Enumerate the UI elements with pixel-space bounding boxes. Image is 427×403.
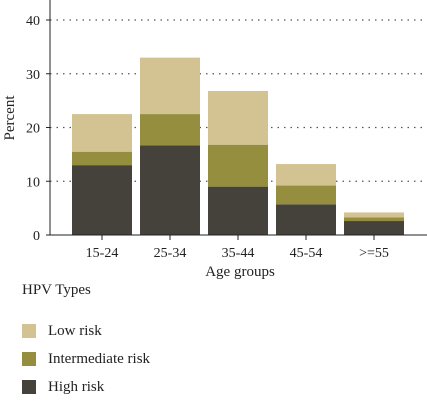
legend-items: Low risk Intermediate risk High risk — [22, 317, 150, 401]
bar-segment-low-risk — [276, 164, 336, 186]
bar-segment-intermediate-risk — [140, 114, 200, 146]
y-axis-title: Percent — [2, 95, 18, 141]
x-tick-label: >=55 — [359, 246, 389, 261]
x-tick-label: 25-34 — [154, 246, 187, 261]
legend-item-intermediate-risk: Intermediate risk — [22, 345, 150, 373]
x-axis-title: Age groups — [205, 264, 275, 280]
bar-segment-low-risk — [72, 114, 132, 152]
bar-segment-intermediate-risk — [208, 144, 268, 187]
bar-segment-intermediate-risk — [72, 151, 132, 166]
legend-swatch — [22, 324, 36, 338]
x-tick-label: 15-24 — [86, 246, 119, 261]
legend-item-low-risk: Low risk — [22, 317, 150, 345]
legend-swatch — [22, 380, 36, 394]
legend-title: HPV Types — [22, 282, 91, 298]
bar-segment-high-risk — [208, 186, 268, 235]
bar-segment-low-risk — [140, 57, 200, 115]
legend-label: Low risk — [48, 322, 102, 339]
bar-segment-intermediate-risk — [344, 217, 404, 222]
bar-segment-high-risk — [344, 221, 404, 235]
x-tick-label: 45-54 — [290, 246, 323, 261]
bar-segment-high-risk — [72, 165, 132, 235]
bar-segment-high-risk — [276, 204, 336, 235]
legend-label: Intermediate risk — [48, 350, 151, 367]
axes: 0 10 20 30 40 15-24 25-34 35-44 45-54 >=55 — [26, 0, 427, 261]
y-tick-label: 10 — [26, 175, 40, 190]
stacked-bar-chart: 0 10 20 30 40 15-24 25-34 35-44 45-54 >=55 Percen… — [2, 0, 427, 280]
y-tick-label: 40 — [26, 14, 40, 29]
y-tick-label: 0 — [33, 229, 40, 244]
bar-segment-high-risk — [140, 145, 200, 235]
x-tick-label: 35-44 — [222, 246, 255, 261]
legend-item-high-risk: High risk — [22, 373, 150, 401]
legend: HPV Types Low risk Intermediate risk High … — [22, 282, 150, 401]
bar-segment-low-risk — [208, 90, 268, 145]
bar-segment-low-risk — [344, 212, 404, 218]
y-tick-label: 30 — [26, 68, 40, 83]
y-tick-label: 20 — [26, 122, 40, 137]
bar-segment-intermediate-risk — [276, 185, 336, 205]
legend-label: High risk — [48, 378, 105, 395]
bars — [72, 57, 404, 235]
legend-swatch — [22, 352, 36, 366]
